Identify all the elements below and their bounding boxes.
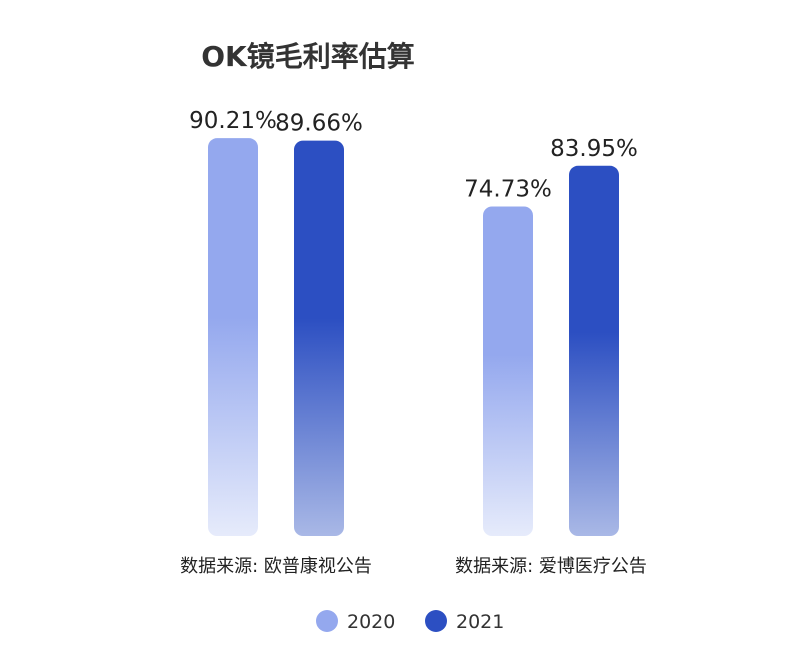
- bar-2021-2: [569, 165, 619, 536]
- bar-2021-1: [294, 140, 344, 536]
- legend-swatch-2020: [316, 610, 338, 632]
- value-label-2021-2: 83.95%: [550, 136, 638, 162]
- legend-swatch-2021: [425, 610, 447, 632]
- category-label-2: 数据来源: 爱博医疗公告: [455, 556, 647, 577]
- value-label-2021-1: 89.66%: [275, 111, 363, 137]
- value-labels-layer: 90.21%89.66% 74.73% 83.95%: [189, 108, 638, 202]
- bar-2020-1: [208, 138, 258, 537]
- legend: 2020 2021: [316, 610, 504, 633]
- value-label-2020-2: 74.73%: [464, 176, 552, 202]
- category-label-1: 数据来源: 欧普康视公告: [180, 556, 372, 577]
- bars-layer: [208, 138, 619, 537]
- chart-title: OK镜毛利率估算: [201, 40, 415, 73]
- category-labels-layer: 数据来源: 欧普康视公告 数据来源: 爱博医疗公告: [180, 556, 647, 577]
- legend-item-2021: 2021: [425, 610, 504, 633]
- legend-label-2021: 2021: [456, 611, 504, 633]
- legend-label-2020: 2020: [347, 611, 395, 633]
- value-label-2020-1: 90.21%: [189, 108, 277, 134]
- legend-item-2020: 2020: [316, 610, 395, 633]
- bar-2020-2: [483, 206, 533, 536]
